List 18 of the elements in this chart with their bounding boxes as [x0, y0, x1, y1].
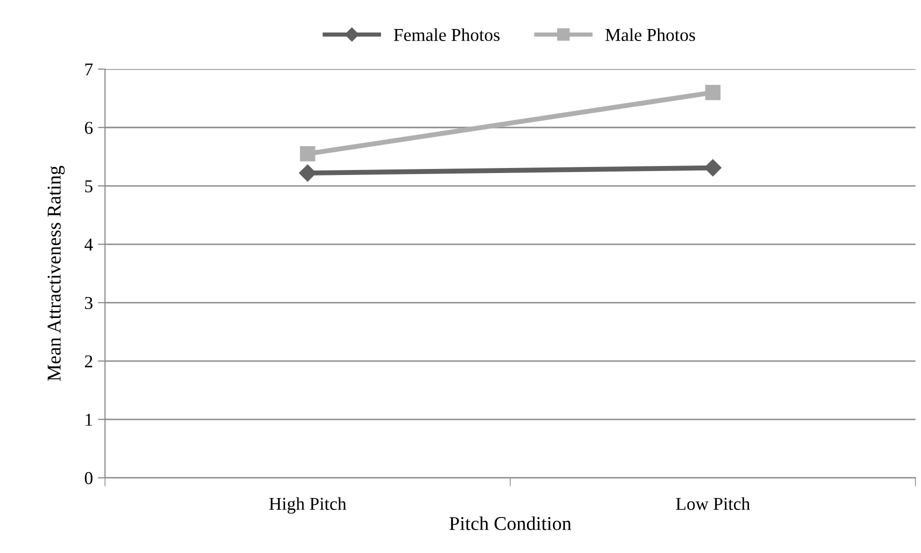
legend-label: Female Photos [394, 28, 500, 42]
y-tick-label: 1 [86, 414, 92, 426]
point [705, 84, 720, 100]
x-tick-label: Low Pitch [676, 497, 750, 510]
legend-label: Male Photos [605, 28, 696, 42]
y-axis-title: Mean Attractiveness Rating [48, 166, 65, 381]
y-tick-label: 7 [85, 64, 93, 76]
y-tick-label: 2 [84, 355, 92, 368]
y-tick-label: 3 [85, 296, 92, 310]
point [299, 164, 316, 182]
y-tick-label: 0 [84, 472, 92, 484]
point [300, 146, 316, 162]
x-tick-label: High Pitch [269, 497, 346, 514]
x-axis-title: Pitch Condition [449, 516, 572, 530]
point [704, 159, 722, 176]
y-tick-label: 4 [84, 238, 93, 251]
y-tick-label: 5 [85, 180, 92, 192]
y-tick-label: 6 [84, 122, 93, 134]
